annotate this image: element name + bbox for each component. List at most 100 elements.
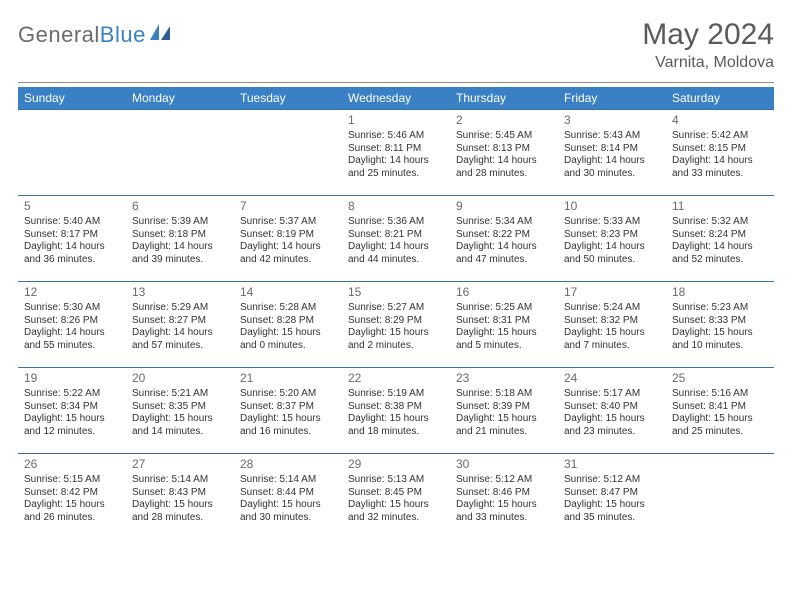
- sunset-line: Sunset: 8:19 PM: [240, 229, 336, 242]
- calendar-day-cell: 24Sunrise: 5:17 AMSunset: 8:40 PMDayligh…: [558, 368, 666, 454]
- sunset-line: Sunset: 8:40 PM: [564, 401, 660, 414]
- daylight-line: Daylight: 15 hours and 21 minutes.: [456, 413, 552, 438]
- sunset-line: Sunset: 8:22 PM: [456, 229, 552, 242]
- sunrise-line: Sunrise: 5:24 AM: [564, 302, 660, 315]
- sunset-line: Sunset: 8:23 PM: [564, 229, 660, 242]
- daylight-line: Daylight: 14 hours and 30 minutes.: [564, 155, 660, 180]
- sunrise-line: Sunrise: 5:43 AM: [564, 130, 660, 143]
- calendar-day-cell: [126, 110, 234, 196]
- sunset-line: Sunset: 8:35 PM: [132, 401, 228, 414]
- calendar-day-cell: 1Sunrise: 5:46 AMSunset: 8:11 PMDaylight…: [342, 110, 450, 196]
- sunset-line: Sunset: 8:29 PM: [348, 315, 444, 328]
- sunset-line: Sunset: 8:41 PM: [672, 401, 768, 414]
- calendar-body: 1Sunrise: 5:46 AMSunset: 8:11 PMDaylight…: [18, 110, 774, 540]
- calendar-day-cell: 10Sunrise: 5:33 AMSunset: 8:23 PMDayligh…: [558, 196, 666, 282]
- weekday-header: Tuesday: [234, 87, 342, 110]
- sunrise-line: Sunrise: 5:22 AM: [24, 388, 120, 401]
- sunrise-line: Sunrise: 5:37 AM: [240, 216, 336, 229]
- calendar-day-cell: 29Sunrise: 5:13 AMSunset: 8:45 PMDayligh…: [342, 454, 450, 540]
- calendar-day-cell: 5Sunrise: 5:40 AMSunset: 8:17 PMDaylight…: [18, 196, 126, 282]
- calendar-day-cell: 4Sunrise: 5:42 AMSunset: 8:15 PMDaylight…: [666, 110, 774, 196]
- sunrise-line: Sunrise: 5:25 AM: [456, 302, 552, 315]
- day-number: 31: [564, 457, 660, 472]
- sunrise-line: Sunrise: 5:36 AM: [348, 216, 444, 229]
- day-number: 6: [132, 199, 228, 214]
- day-number: 14: [240, 285, 336, 300]
- sunset-line: Sunset: 8:17 PM: [24, 229, 120, 242]
- calendar-week-row: 19Sunrise: 5:22 AMSunset: 8:34 PMDayligh…: [18, 368, 774, 454]
- sunrise-line: Sunrise: 5:12 AM: [456, 474, 552, 487]
- daylight-line: Daylight: 14 hours and 47 minutes.: [456, 241, 552, 266]
- sunrise-line: Sunrise: 5:12 AM: [564, 474, 660, 487]
- daylight-line: Daylight: 15 hours and 5 minutes.: [456, 327, 552, 352]
- calendar-week-row: 12Sunrise: 5:30 AMSunset: 8:26 PMDayligh…: [18, 282, 774, 368]
- sunrise-line: Sunrise: 5:23 AM: [672, 302, 768, 315]
- daylight-line: Daylight: 15 hours and 28 minutes.: [132, 499, 228, 524]
- day-number: 16: [456, 285, 552, 300]
- sunrise-line: Sunrise: 5:16 AM: [672, 388, 768, 401]
- sunrise-line: Sunrise: 5:34 AM: [456, 216, 552, 229]
- daylight-line: Daylight: 15 hours and 33 minutes.: [456, 499, 552, 524]
- sunrise-line: Sunrise: 5:28 AM: [240, 302, 336, 315]
- sunset-line: Sunset: 8:42 PM: [24, 487, 120, 500]
- sunset-line: Sunset: 8:45 PM: [348, 487, 444, 500]
- sunset-line: Sunset: 8:37 PM: [240, 401, 336, 414]
- daylight-line: Daylight: 15 hours and 25 minutes.: [672, 413, 768, 438]
- calendar-day-cell: 7Sunrise: 5:37 AMSunset: 8:19 PMDaylight…: [234, 196, 342, 282]
- day-number: 18: [672, 285, 768, 300]
- calendar-day-cell: 18Sunrise: 5:23 AMSunset: 8:33 PMDayligh…: [666, 282, 774, 368]
- day-number: 7: [240, 199, 336, 214]
- sunset-line: Sunset: 8:38 PM: [348, 401, 444, 414]
- calendar-day-cell: 9Sunrise: 5:34 AMSunset: 8:22 PMDaylight…: [450, 196, 558, 282]
- day-number: 24: [564, 371, 660, 386]
- daylight-line: Daylight: 15 hours and 16 minutes.: [240, 413, 336, 438]
- day-number: 8: [348, 199, 444, 214]
- calendar-day-cell: [18, 110, 126, 196]
- calendar-day-cell: 8Sunrise: 5:36 AMSunset: 8:21 PMDaylight…: [342, 196, 450, 282]
- calendar-day-cell: 26Sunrise: 5:15 AMSunset: 8:42 PMDayligh…: [18, 454, 126, 540]
- logo-word1: General: [18, 22, 100, 47]
- calendar-day-cell: 3Sunrise: 5:43 AMSunset: 8:14 PMDaylight…: [558, 110, 666, 196]
- sunrise-line: Sunrise: 5:39 AM: [132, 216, 228, 229]
- daylight-line: Daylight: 15 hours and 18 minutes.: [348, 413, 444, 438]
- weekday-header: Saturday: [666, 87, 774, 110]
- weekday-header: Wednesday: [342, 87, 450, 110]
- sunrise-line: Sunrise: 5:13 AM: [348, 474, 444, 487]
- calendar-day-cell: 13Sunrise: 5:29 AMSunset: 8:27 PMDayligh…: [126, 282, 234, 368]
- sunset-line: Sunset: 8:18 PM: [132, 229, 228, 242]
- sunset-line: Sunset: 8:28 PM: [240, 315, 336, 328]
- title-block: May 2024 Varnita, Moldova: [642, 18, 774, 72]
- sunset-line: Sunset: 8:39 PM: [456, 401, 552, 414]
- day-number: 22: [348, 371, 444, 386]
- sunrise-line: Sunrise: 5:14 AM: [240, 474, 336, 487]
- sunrise-line: Sunrise: 5:29 AM: [132, 302, 228, 315]
- sunrise-line: Sunrise: 5:46 AM: [348, 130, 444, 143]
- day-number: 23: [456, 371, 552, 386]
- sunrise-line: Sunrise: 5:17 AM: [564, 388, 660, 401]
- calendar-day-cell: 17Sunrise: 5:24 AMSunset: 8:32 PMDayligh…: [558, 282, 666, 368]
- sunrise-line: Sunrise: 5:45 AM: [456, 130, 552, 143]
- daylight-line: Daylight: 14 hours and 50 minutes.: [564, 241, 660, 266]
- day-number: 20: [132, 371, 228, 386]
- calendar-week-row: 5Sunrise: 5:40 AMSunset: 8:17 PMDaylight…: [18, 196, 774, 282]
- day-number: 13: [132, 285, 228, 300]
- calendar-day-cell: [234, 110, 342, 196]
- day-number: 1: [348, 113, 444, 128]
- day-number: 12: [24, 285, 120, 300]
- calendar-day-cell: 31Sunrise: 5:12 AMSunset: 8:47 PMDayligh…: [558, 454, 666, 540]
- sunset-line: Sunset: 8:43 PM: [132, 487, 228, 500]
- logo-text: GeneralBlue: [18, 22, 146, 48]
- weekday-header: Monday: [126, 87, 234, 110]
- sunrise-line: Sunrise: 5:30 AM: [24, 302, 120, 315]
- sunrise-line: Sunrise: 5:27 AM: [348, 302, 444, 315]
- daylight-line: Daylight: 15 hours and 30 minutes.: [240, 499, 336, 524]
- calendar-day-cell: 30Sunrise: 5:12 AMSunset: 8:46 PMDayligh…: [450, 454, 558, 540]
- day-number: 21: [240, 371, 336, 386]
- day-number: 11: [672, 199, 768, 214]
- day-number: 25: [672, 371, 768, 386]
- sunset-line: Sunset: 8:34 PM: [24, 401, 120, 414]
- calendar-day-cell: 23Sunrise: 5:18 AMSunset: 8:39 PMDayligh…: [450, 368, 558, 454]
- day-number: 28: [240, 457, 336, 472]
- daylight-line: Daylight: 15 hours and 10 minutes.: [672, 327, 768, 352]
- day-number: 2: [456, 113, 552, 128]
